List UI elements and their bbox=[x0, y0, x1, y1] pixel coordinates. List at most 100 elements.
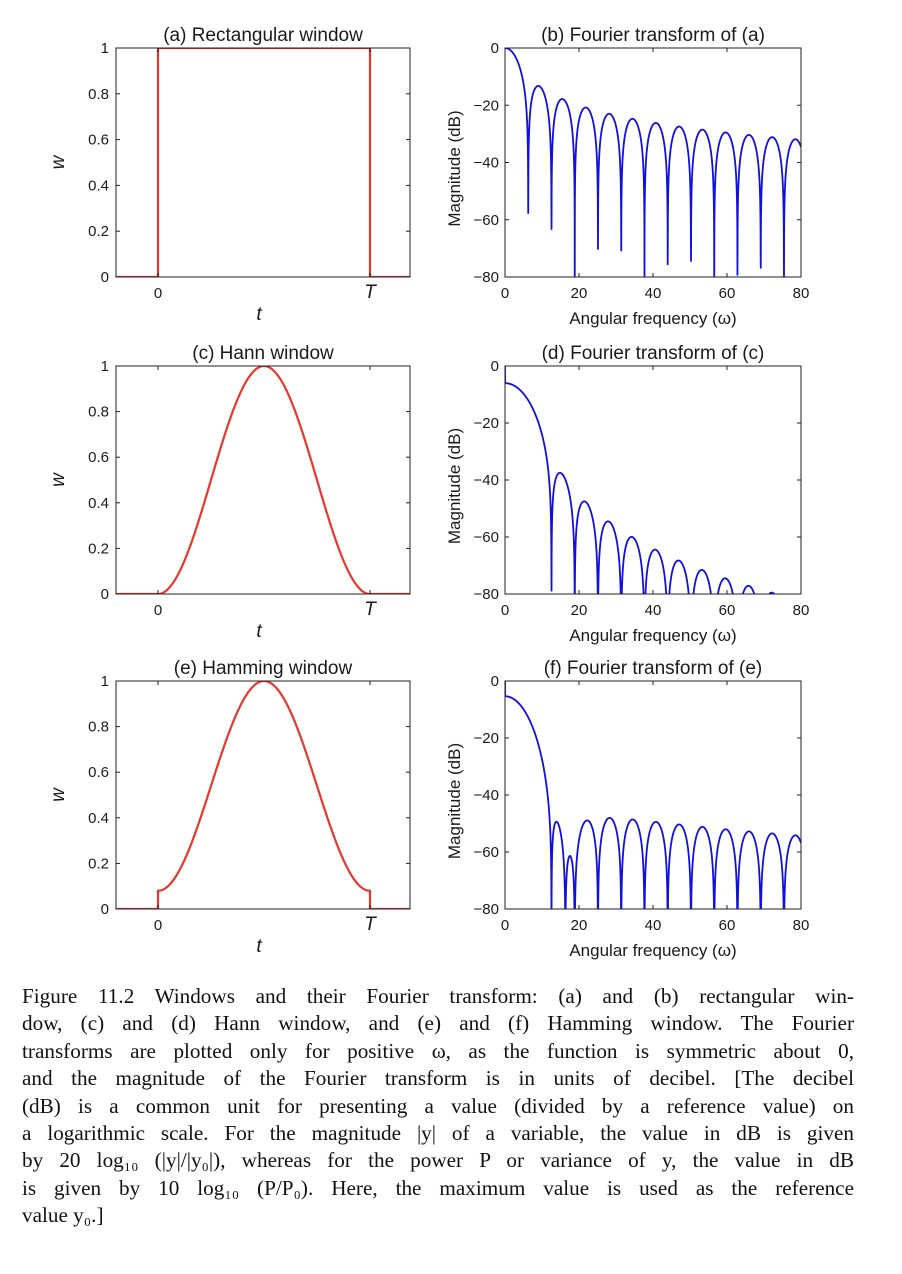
x-axis-label: Angular frequency (ω) bbox=[569, 941, 736, 960]
y-tick-label: −60 bbox=[474, 844, 499, 861]
y-tick-label: 0.2 bbox=[88, 540, 109, 557]
axes-box bbox=[504, 680, 802, 910]
y-tick-label: 0 bbox=[491, 40, 499, 57]
panel-f-fourier-hamming: (f) Fourier transform of (e) −80 −60 −40 −20… bbox=[445, 658, 809, 960]
caption-line: transforms are plotted only for positive… bbox=[22, 1038, 854, 1063]
x-tick-label: 0 bbox=[154, 917, 162, 934]
y-tick-label: 0 bbox=[101, 901, 109, 918]
series-line bbox=[505, 366, 776, 594]
y-tick-label: −80 bbox=[474, 269, 499, 286]
y-tick-label: 1 bbox=[101, 40, 109, 57]
y-tick-label: 0.6 bbox=[88, 764, 109, 781]
x-tick-label: 40 bbox=[645, 285, 662, 302]
y-tick-label: −60 bbox=[474, 212, 499, 229]
y-tick-label: −40 bbox=[474, 155, 499, 172]
y-tick-label: 0.8 bbox=[88, 719, 109, 736]
axes-box bbox=[115, 47, 411, 278]
y-axis-label: Magnitude (dB) bbox=[445, 110, 464, 226]
y-tick-label: 0.2 bbox=[88, 223, 109, 240]
y-tick-label: 0.8 bbox=[88, 86, 109, 103]
x-axis-label: Angular frequency (ω) bbox=[569, 309, 736, 328]
figure-caption: Figure 11.2 Windows and their Fourier tr… bbox=[22, 983, 854, 1230]
x-axis-label: t bbox=[256, 304, 262, 325]
x-tick-label: 0 bbox=[154, 602, 162, 619]
y-tick-label: −80 bbox=[474, 586, 499, 603]
y-tick-label: 0.4 bbox=[88, 495, 109, 512]
y-tick-label: 0 bbox=[101, 269, 109, 286]
panel-c-hann-window: (c) Hann window 0 0.2 0.4 0.6 0.8 1 0 Tt w bbox=[48, 343, 411, 642]
y-tick-label: −40 bbox=[474, 472, 499, 489]
x-tick-label: 0 bbox=[501, 602, 509, 619]
caption-line: (dB) is a common unit for presenting a v… bbox=[22, 1093, 854, 1118]
x-axis-label: Angular frequency (ω) bbox=[569, 626, 736, 645]
panel-e-hamming-window: (e) Hamming window 0 0.2 0.4 0.6 0.8 1 0 Tt w bbox=[48, 658, 411, 957]
chart-title: (e) Hamming window bbox=[174, 658, 353, 679]
y-tick-label: −20 bbox=[474, 97, 499, 114]
y-tick-label: −20 bbox=[474, 730, 499, 747]
panel-a-rectangular-window: (a) Rectangular window 0 0.2 0.4 0.6 0.8 1 0 Tt w bbox=[48, 25, 411, 325]
axes-box bbox=[504, 365, 802, 595]
caption-line: is given by 10 log₁₀ (P/P₀). Here, the m… bbox=[22, 1175, 854, 1200]
series-line bbox=[116, 366, 410, 594]
y-tick-label: 0.6 bbox=[88, 449, 109, 466]
y-tick-label: 0 bbox=[491, 673, 499, 690]
x-tick-label: 80 bbox=[793, 285, 810, 302]
y-tick-label: 0 bbox=[491, 358, 499, 375]
x-tick-label: 20 bbox=[571, 285, 588, 302]
x-tick-label: 60 bbox=[719, 602, 736, 619]
caption-line: Figure 11.2 Windows and their Fourier tr… bbox=[22, 984, 854, 1008]
chart-title: (a) Rectangular window bbox=[163, 25, 363, 46]
y-axis-label: w bbox=[48, 472, 69, 487]
x-tick-label: 40 bbox=[645, 917, 662, 934]
caption-line: value y₀.] bbox=[22, 1203, 104, 1228]
x-tick-label: T bbox=[364, 599, 377, 620]
panel-d-fourier-hann: (d) Fourier transform of (c) −80 −60 −40 −20… bbox=[445, 343, 809, 645]
axes-box bbox=[115, 680, 411, 910]
x-tick-label: 60 bbox=[719, 285, 736, 302]
y-tick-label: 1 bbox=[101, 673, 109, 690]
series-line bbox=[505, 48, 801, 277]
x-tick-label: T bbox=[364, 914, 377, 935]
y-tick-label: −60 bbox=[474, 529, 499, 546]
chart-title: (f) Fourier transform of (e) bbox=[544, 658, 763, 679]
y-tick-label: 0.4 bbox=[88, 177, 109, 194]
chart-title: (d) Fourier transform of (c) bbox=[542, 343, 765, 364]
y-tick-label: 0.8 bbox=[88, 404, 109, 421]
chart-title: (b) Fourier transform of (a) bbox=[541, 25, 765, 46]
axes-box bbox=[115, 365, 411, 595]
y-axis-label: Magnitude (dB) bbox=[445, 428, 464, 544]
x-tick-label: 40 bbox=[645, 602, 662, 619]
series-line bbox=[505, 681, 801, 909]
y-tick-label: 0.2 bbox=[88, 855, 109, 872]
y-tick-label: −80 bbox=[474, 901, 499, 918]
x-tick-label: 80 bbox=[793, 602, 810, 619]
caption-line: a logarithmic scale. For the magnitude |… bbox=[22, 1121, 854, 1146]
y-axis-label: Magnitude (dB) bbox=[445, 743, 464, 859]
y-tick-label: −40 bbox=[474, 787, 499, 804]
caption-line: and the magnitude of the Fourier transfo… bbox=[22, 1066, 854, 1091]
x-axis-label: t bbox=[256, 621, 262, 642]
series-line bbox=[116, 48, 410, 277]
y-tick-label: 0.6 bbox=[88, 132, 109, 149]
series-line bbox=[116, 681, 410, 909]
x-tick-label: 0 bbox=[154, 285, 162, 302]
y-axis-label: w bbox=[48, 787, 69, 802]
x-tick-label: T bbox=[364, 282, 377, 303]
chart-title: (c) Hann window bbox=[192, 343, 334, 364]
axes-box bbox=[504, 47, 802, 278]
y-tick-label: −20 bbox=[474, 415, 499, 432]
caption-line: by 20 log₁₀ (|y|/|y₀|), whereas for the … bbox=[22, 1148, 854, 1173]
x-tick-label: 80 bbox=[793, 917, 810, 934]
figure: (a) Rectangular window 0 0.2 0.4 0.6 0.8 1 0 Tt w… bbox=[48, 25, 809, 960]
panel-b-fourier-rectangular: (b) Fourier transform of (a) −80 −60 −40 −20… bbox=[445, 25, 809, 328]
y-tick-label: 0 bbox=[101, 586, 109, 603]
x-tick-label: 0 bbox=[501, 285, 509, 302]
x-tick-label: 20 bbox=[571, 917, 588, 934]
x-axis-label: t bbox=[256, 936, 262, 957]
x-tick-label: 0 bbox=[501, 917, 509, 934]
caption-line: dow, (c) and (d) Hann window, and (e) an… bbox=[22, 1011, 854, 1036]
y-tick-label: 0.4 bbox=[88, 810, 109, 827]
y-tick-label: 1 bbox=[101, 358, 109, 375]
y-axis-label: w bbox=[48, 154, 69, 169]
x-tick-label: 60 bbox=[719, 917, 736, 934]
